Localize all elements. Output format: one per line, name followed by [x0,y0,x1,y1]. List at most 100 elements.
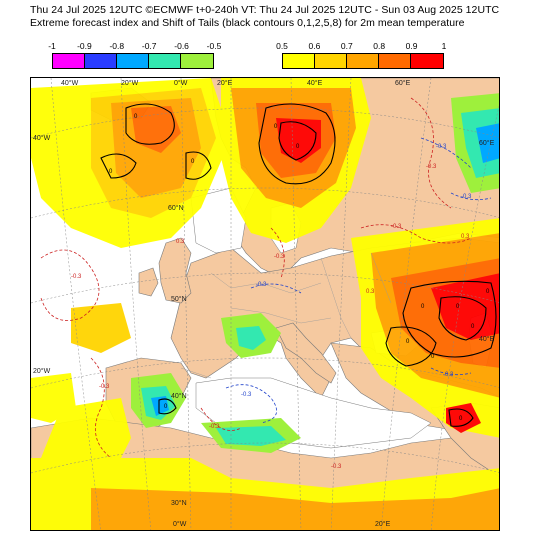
legend-swatch [149,54,181,68]
dashed-contour-red [200,407,242,431]
landmass-ireland [138,267,159,297]
dashed-contour-blue [430,367,472,376]
dashed-efi-contours [40,97,492,459]
parallel-line [31,442,499,474]
dashed-label: -0.3 [256,282,267,288]
efi-map: 0 0 0 0 0 0 0 0 0 0 0 0 0 -0.3 -0.3 -0.3… [30,77,500,531]
contour-label: 0 [164,404,168,410]
lat-label: 60°E [479,140,495,147]
dashed-label: -0.3 [331,464,342,470]
contour-label: 0 [421,304,425,310]
sot-contour-scandinavia [258,103,336,185]
sot-contour-iberia-east [158,398,177,415]
meridian-line [180,78,192,530]
sot-contour-east [402,280,497,358]
map-title-line-1: Thu 24 Jul 2025 12UTC ©ECMWF t+0-240h VT… [30,4,500,16]
legend-swatch [315,54,347,68]
dashed-contour-blue [250,283,302,294]
sot-contour-scandinavia-inner [278,121,317,161]
dashed-label: -0.3 [443,372,454,378]
dashed-contour-red [270,227,285,279]
contour-label: 0 [431,354,435,360]
lat-label: 50°N [171,296,187,303]
efi-positive-shading [31,78,499,530]
legend-tick: -0.5 [206,41,222,51]
contour-label: 0 [459,416,463,422]
contour-label: 0 [456,304,460,310]
parallel-line [31,357,499,389]
dashed-label: -0.3 [274,254,285,260]
efi-0.9-middle-east [446,403,481,433]
dashed-contour-blue [420,137,472,169]
dashed-label: 0.3 [366,289,375,295]
border-line [180,367,212,379]
meridian-line [50,78,101,530]
legend-tick: 0.6 [308,41,321,51]
parallel-line [31,187,499,219]
legend-tick: -0.7 [141,41,157,51]
legend-tick: -1 [48,41,56,51]
legend-swatch [283,54,315,68]
legend-swatch [347,54,379,68]
sot-contour-iceland [125,103,175,145]
legend-swatch [117,54,149,68]
legend-positive-colorbar [282,53,444,69]
sot-contour-atlantic [100,153,137,179]
meridian-line [290,78,302,530]
legend-tick: -0.6 [174,41,189,51]
landmass-italy [275,322,337,384]
dashed-contour-labels: -0.3 -0.3 -0.3 -0.3 -0.3 -0.3 -0.3 -0.3 … [71,144,472,470]
meridian-line [120,78,152,530]
lat-label: 60°N [168,205,184,212]
dashed-contour-red [40,249,100,321]
legend-negative-colorbar [52,53,214,69]
border-line [230,307,332,324]
dashed-label: -0.3 [241,392,252,398]
legend-tick: -0.8 [109,41,125,51]
legend-swatch [411,54,443,68]
contour-label: 0 [109,169,113,175]
contour-label: 0 [191,159,195,165]
efi-neg-0.7-northeast [476,123,499,163]
dashed-label: -0.3 [99,384,110,390]
legend-tick: 0.5 [276,41,288,51]
dashed-label: -0.3 [71,274,82,280]
legend-tick: 0.7 [340,41,353,51]
border-line [210,272,322,294]
legend-negative-efi: -1 -0.9 -0.8 -0.7 -0.6 -0.5 [48,41,221,71]
lat-label: 30°N [171,500,187,507]
sot-contour-middle-east [448,408,474,427]
lon-label: 20°E [375,521,391,528]
dashed-label: 0.3 [461,234,470,240]
dashed-label: -0.3 [391,224,402,230]
graticule [31,78,499,530]
lon-label: 60°E [395,80,411,87]
dashed-contour-blue [225,384,278,424]
contour-label: 0 [486,289,490,295]
lon-label: 20°E [217,80,233,87]
meridian-line [430,105,499,530]
efi-0.9-east [431,273,499,340]
legend-swatch [379,54,411,68]
efi-0.5-atlantic-patch [71,303,131,353]
dashed-contour-red [410,97,452,209]
contour-label: 0 [134,114,138,120]
sot-contour-east-inner [438,296,487,341]
dashed-label: -0.3 [461,194,472,200]
sot-contour-uk-west [185,151,212,180]
efi-neg-0.6-alps [236,326,266,350]
efi-0.8-band [131,106,181,153]
legend-tick: 1 [441,41,447,51]
efi-0.5-mid-atlantic [31,373,76,423]
lon-label: 20°W [121,80,139,87]
legend-positive-efi: 0.5 0.6 0.7 0.8 0.9 1 [276,41,447,71]
dashed-label: -0.3 [209,424,220,430]
map-canvas: 0 0 0 0 0 0 0 0 0 0 0 0 0 -0.3 -0.3 -0.3… [31,78,499,530]
contour-labels: 0 0 0 0 0 0 0 0 0 0 0 0 0 [109,114,490,422]
dashed-label: -0.3 [436,144,447,150]
legend-tick: 0.8 [373,41,386,51]
contour-label: 0 [471,324,475,330]
shift-of-tails-contours [100,103,497,427]
border-line [370,252,392,304]
dashed-contour-blue [450,192,492,201]
